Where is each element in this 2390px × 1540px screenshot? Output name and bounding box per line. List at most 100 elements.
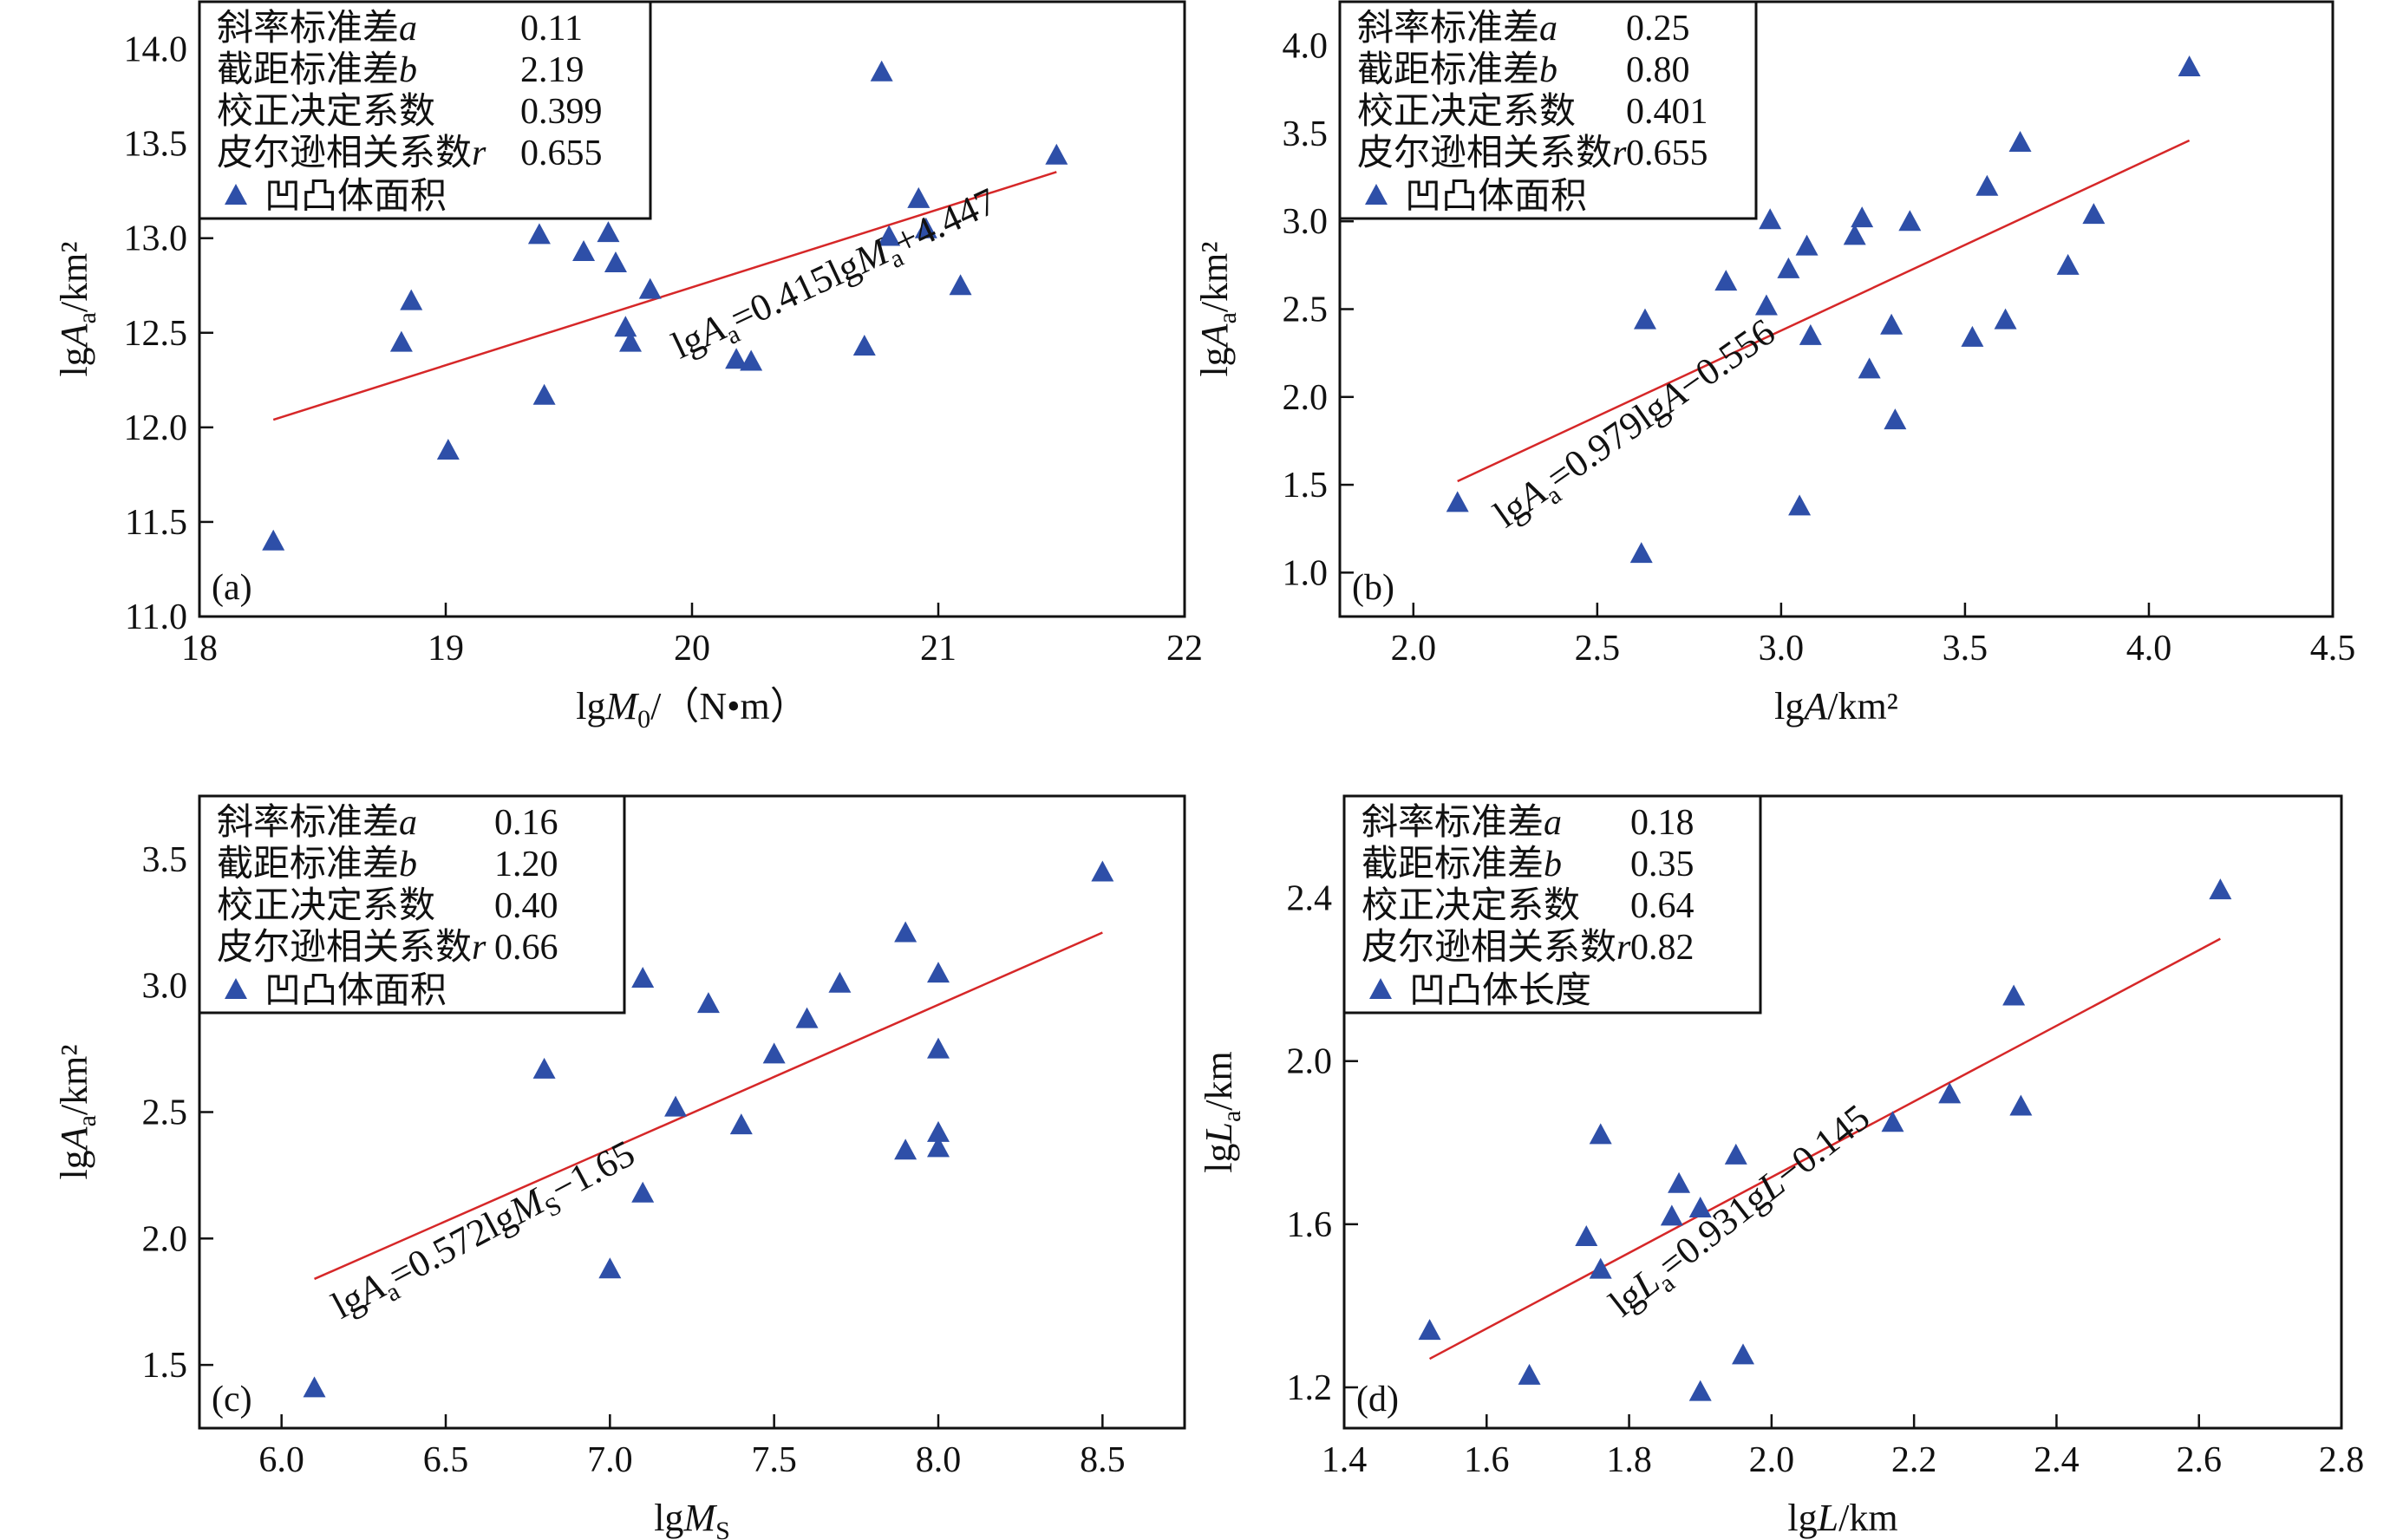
regression-line xyxy=(1457,139,2191,483)
legend-series-label: 凹凸体面积 xyxy=(264,971,447,1011)
legend-stat-label: 校正决定系数 xyxy=(1357,91,1576,132)
eq-coef: =0.572lg xyxy=(382,1195,523,1296)
y-tick-label: 2.4 xyxy=(1287,879,1333,919)
y-axis-label: lgAa/km² xyxy=(1193,241,1242,376)
data-point-triangle xyxy=(1795,234,1819,256)
legend-stat-label: 截距标准差b xyxy=(217,845,417,884)
regression-line xyxy=(1428,937,2221,1361)
x-tick-label: 1.6 xyxy=(1464,1440,1510,1480)
legend-stat-label: 皮尔逊相关系数r xyxy=(217,134,486,173)
x-tick-label: 6.5 xyxy=(423,1440,469,1480)
legend-stat-value: 0.18 xyxy=(1630,803,1695,843)
y-label-prefix: lg xyxy=(53,1150,95,1179)
y-tick-label: 2.0 xyxy=(1287,1042,1333,1082)
x-tick-label: 2.6 xyxy=(2176,1440,2222,1480)
legend-stat-symbol: r xyxy=(472,134,486,173)
legend-marker-triangle xyxy=(1369,978,1392,999)
legend-stat-symbol: a xyxy=(399,803,417,843)
y-axis-label: lgAa/km² xyxy=(53,1044,101,1179)
legend-stat-name: 校正决定系数 xyxy=(217,91,435,132)
panel-tag: (b) xyxy=(1352,568,1394,608)
x-label-unit: /（N•m） xyxy=(650,685,808,728)
y-tick-label: 13.0 xyxy=(124,219,188,259)
y-label-unit: /km xyxy=(1198,1051,1240,1110)
panel-c: 6.0 6.5 7.0 7.5 8.0 8.51.52.02.53.03.5lgMSlgA… xyxy=(53,794,1186,1540)
plot-frame xyxy=(1342,794,2343,1430)
legend-marker-triangle xyxy=(225,184,247,205)
legend-marker-triangle xyxy=(1365,184,1388,205)
data-point-triangle xyxy=(828,971,852,993)
data-point-triangle xyxy=(631,966,655,988)
x-label-var: L xyxy=(1817,1497,1838,1539)
data-point-triangle xyxy=(2056,253,2080,275)
y-label-prefix: lg xyxy=(53,347,95,376)
x-tick-label: 3.5 xyxy=(1943,629,1988,669)
data-point-triangle xyxy=(949,274,972,296)
eq-intercept: −0.145 xyxy=(1766,1096,1877,1196)
regression-equation: lgAa=0.415lgMa+4.447 xyxy=(665,179,1005,372)
x-tick-label: 18 xyxy=(181,629,218,669)
x-label-sub: 0 xyxy=(637,705,650,734)
data-point-triangle xyxy=(696,992,720,1014)
y-tick-label: 2.0 xyxy=(142,1219,188,1259)
data-point-triangle xyxy=(1754,294,1778,316)
y-tick-label: 4.0 xyxy=(1283,27,1329,67)
data-point-triangle xyxy=(1884,408,1907,430)
data-point-triangle xyxy=(1732,1343,1754,1365)
data-point-triangle xyxy=(303,1376,326,1398)
legend-box xyxy=(1338,0,1758,220)
legend-stat-value: 0.399 xyxy=(520,92,603,132)
data-point-triangle xyxy=(1688,1380,1712,1401)
x-tick-label: 1.8 xyxy=(1606,1440,1652,1480)
legend-stat-symbol: b xyxy=(399,845,417,884)
data-point-triangle xyxy=(1633,308,1656,330)
y-label-var: A xyxy=(53,323,95,349)
legend-stat-name: 校正决定系数 xyxy=(1362,885,1580,926)
y-tick-label: 3.5 xyxy=(1283,114,1329,154)
x-label-unit: /km xyxy=(1838,1497,1897,1539)
x-label-sub: S xyxy=(715,1517,730,1540)
y-label-var: A xyxy=(53,1126,95,1152)
data-point-triangle xyxy=(532,1057,556,1079)
y-tick-label: 2.0 xyxy=(1283,378,1329,418)
y-tick-label: 1.5 xyxy=(142,1346,188,1386)
x-tick-label: 1.4 xyxy=(1322,1440,1368,1480)
data-point-triangle xyxy=(664,1095,688,1117)
panel-b: 2.0 2.5 3.0 3.5 4.0 4.5 1.0 1.5 2.0 2.5 3.0 3.5 4.0 l… xyxy=(1193,0,2355,728)
data-point-triangle xyxy=(1843,224,1866,245)
y-label-sub: a xyxy=(73,1115,101,1126)
legend-series-label: 凹凸体长度 xyxy=(1409,971,1591,1011)
data-point-triangle xyxy=(598,1257,622,1279)
data-point-triangle xyxy=(389,330,413,352)
data-point-triangle xyxy=(927,1120,950,1142)
data-point-triangle xyxy=(762,1042,786,1064)
legend-marker-triangle xyxy=(225,978,247,999)
x-tick-label: 6.0 xyxy=(258,1440,304,1480)
legend-stat-label: 截距标准差b xyxy=(1357,50,1557,90)
data-point-triangle xyxy=(1660,1204,1683,1226)
data-point-triangle xyxy=(1418,1319,1441,1341)
data-point-triangle xyxy=(1091,860,1114,882)
y-tick-label: 3.0 xyxy=(142,967,188,1007)
x-tick-label: 8.0 xyxy=(916,1440,962,1480)
x-tick-label: 20 xyxy=(674,629,710,669)
data-point-triangle xyxy=(725,348,748,369)
data-point-triangle xyxy=(1589,1257,1612,1279)
data-point-triangle xyxy=(1759,208,1782,230)
x-axis-label: lgMS xyxy=(654,1497,730,1540)
y-tick-label: 14.0 xyxy=(124,30,188,70)
legend-stat-name: 截距标准差 xyxy=(1357,50,1539,90)
eq-intercept: +4.447 xyxy=(887,179,1002,264)
legend-stat-value: 0.11 xyxy=(520,9,583,49)
panel-a: 18 19 20 21 22 11.0 11.5 12.0 12.5 13.0 13.5 14.0 lg… xyxy=(53,0,1203,734)
legend-stat-name: 斜率标准差 xyxy=(1362,802,1544,843)
data-point-triangle xyxy=(638,277,662,299)
legend-stat-label: 斜率标准差a xyxy=(1362,802,1562,843)
data-point-triangle xyxy=(2002,984,2026,1006)
data-point-triangle xyxy=(572,239,596,261)
data-point-triangle xyxy=(527,223,551,245)
data-point-triangle xyxy=(1799,323,1822,345)
